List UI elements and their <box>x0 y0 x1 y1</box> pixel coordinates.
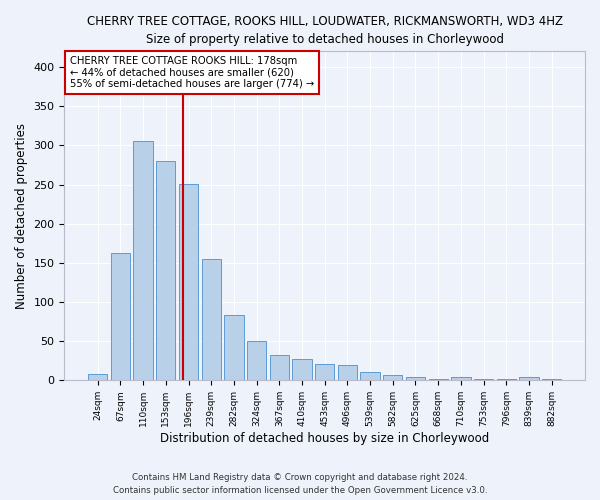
Title: CHERRY TREE COTTAGE, ROOKS HILL, LOUDWATER, RICKMANSWORTH, WD3 4HZ
Size of prope: CHERRY TREE COTTAGE, ROOKS HILL, LOUDWAT… <box>87 15 563 46</box>
Bar <box>474 379 493 380</box>
Bar <box>111 252 130 380</box>
Bar <box>520 377 539 380</box>
Bar <box>428 379 448 380</box>
Bar <box>315 364 334 380</box>
Bar <box>383 375 403 380</box>
Bar <box>451 377 470 380</box>
Y-axis label: Number of detached properties: Number of detached properties <box>15 123 28 309</box>
Bar <box>361 372 380 380</box>
Bar <box>247 341 266 380</box>
Bar <box>269 356 289 380</box>
Bar <box>542 379 562 380</box>
Bar <box>406 377 425 380</box>
Text: CHERRY TREE COTTAGE ROOKS HILL: 178sqm
← 44% of detached houses are smaller (620: CHERRY TREE COTTAGE ROOKS HILL: 178sqm ←… <box>70 56 314 90</box>
Bar <box>156 161 175 380</box>
Bar <box>224 314 244 380</box>
Bar <box>338 364 357 380</box>
Bar <box>202 259 221 380</box>
Text: Contains HM Land Registry data © Crown copyright and database right 2024.
Contai: Contains HM Land Registry data © Crown c… <box>113 474 487 495</box>
Bar <box>179 184 198 380</box>
X-axis label: Distribution of detached houses by size in Chorleywood: Distribution of detached houses by size … <box>160 432 490 445</box>
Bar <box>88 374 107 380</box>
Bar <box>292 359 311 380</box>
Bar <box>133 142 153 380</box>
Bar <box>497 379 516 380</box>
